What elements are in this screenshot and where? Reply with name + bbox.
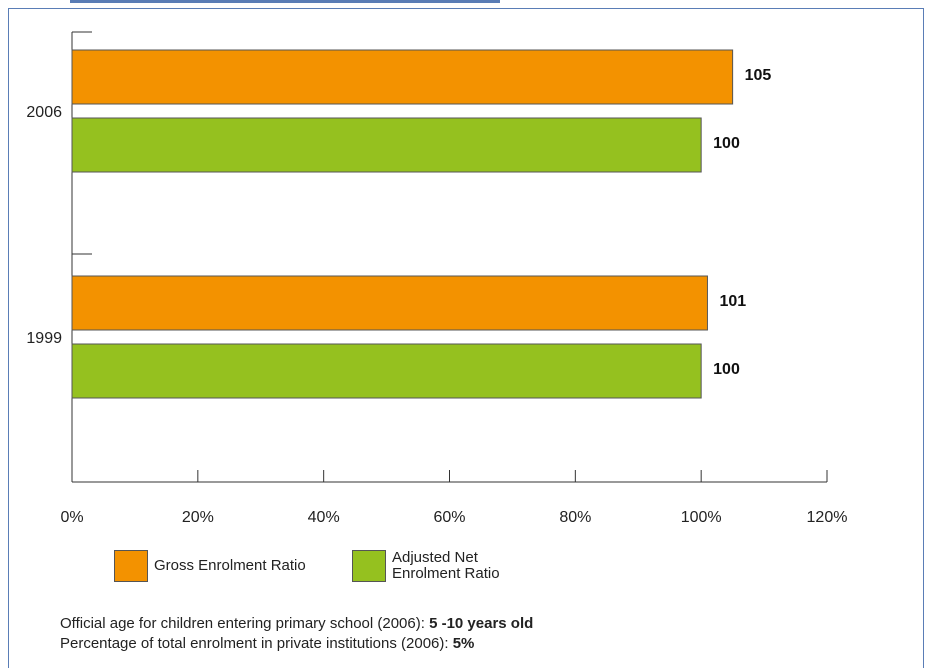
legend: Gross Enrolment Ratio Adjusted Net Enrol… [0, 548, 928, 598]
data-label-2006-net: 100 [713, 135, 740, 152]
legend-label-net-line2: Enrolment Ratio [392, 565, 500, 582]
x-tick-label-1: 20% [182, 509, 214, 526]
data-label-1999-net: 100 [713, 361, 740, 378]
bar-chart: 0% 20% 40% 60% 80% 100% 120% 105 100 2006 101 100 19… [26, 31, 848, 526]
category-label-1999: 1999 [26, 330, 62, 347]
x-tick-label-6: 120% [807, 509, 848, 526]
note-private-value: 5% [452, 635, 475, 652]
bar-1999-gross [71, 275, 708, 331]
x-tick-label-4: 80% [559, 509, 591, 526]
legend-item-gross: Gross Enrolment Ratio [114, 550, 306, 582]
note-age-value: 5 -10 years old [429, 615, 534, 632]
bar-1999-net [71, 343, 702, 399]
x-tick-label-0: 0% [60, 509, 83, 526]
legend-swatch-net [352, 550, 386, 582]
category-label-2006: 2006 [26, 104, 62, 121]
legend-label-net-line1: Adjusted Net [392, 549, 478, 566]
bar-2006-gross [71, 49, 734, 105]
chart-frame [8, 8, 924, 668]
notes: Official age for children entering prima… [60, 614, 533, 654]
note-age-label: Official age for children entering prima… [60, 615, 430, 632]
note-private: Percentage of total enrolment in private… [60, 634, 533, 654]
bar-2006-net [71, 117, 702, 173]
legend-item-net: Adjusted Net Enrolment Ratio [352, 550, 500, 582]
legend-label-net: Adjusted Net Enrolment Ratio [392, 550, 500, 582]
x-tick-label-5: 100% [681, 509, 722, 526]
note-private-label: Percentage of total enrolment in private… [60, 635, 453, 652]
x-tick-label-3: 60% [433, 509, 465, 526]
header-strip [70, 0, 500, 3]
data-label-1999-gross: 101 [719, 293, 746, 310]
note-age: Official age for children entering prima… [60, 614, 533, 634]
data-label-2006-gross: 105 [745, 67, 772, 84]
x-tick-label-2: 40% [308, 509, 340, 526]
legend-label-gross: Gross Enrolment Ratio [154, 557, 306, 574]
legend-swatch-gross [114, 550, 148, 582]
